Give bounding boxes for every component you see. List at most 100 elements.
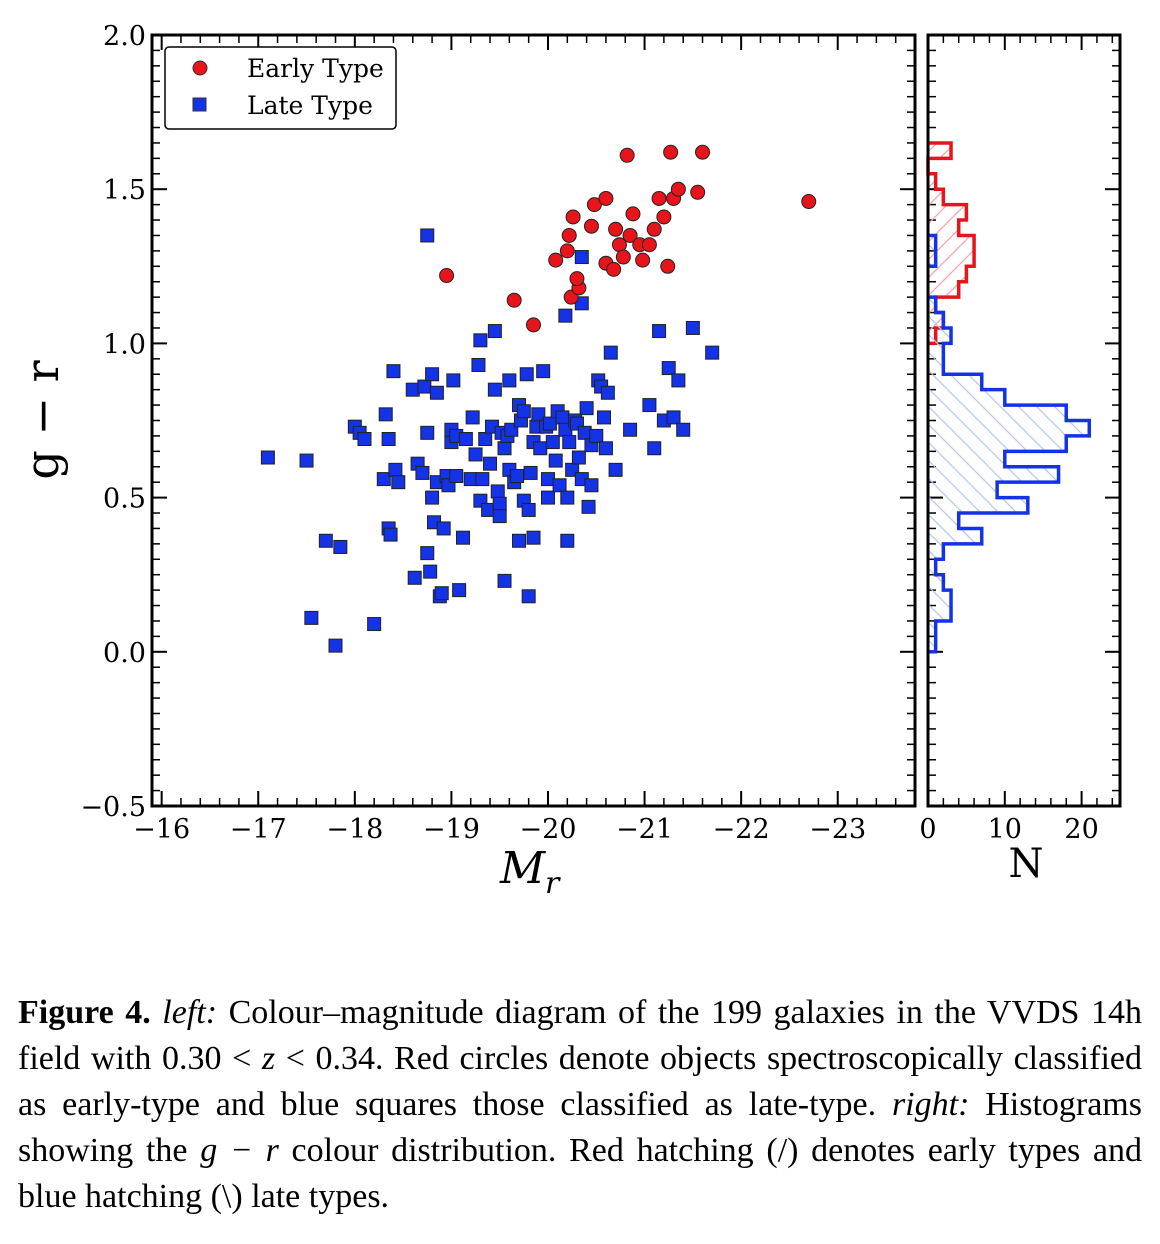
late-type-point — [391, 475, 406, 490]
late-hist-bin — [928, 312, 944, 328]
figure-canvas: −16 −17 −18 −19 −20 −21 −22 −23 −0.5 0.0 0.5 1.0 1.5… — [15, 21, 1122, 901]
late-type-point — [425, 367, 440, 382]
late-hist-bin — [928, 528, 982, 544]
late-type-point — [415, 465, 430, 480]
late-type-point — [600, 385, 615, 400]
late-type-point — [521, 502, 536, 517]
legend-box — [164, 46, 397, 130]
hist-x-tick-label: 0 — [919, 814, 936, 845]
late-type-point — [560, 490, 575, 505]
late-hist-bin — [928, 358, 944, 375]
late-hist-bin — [928, 497, 1028, 514]
early-type-point — [641, 237, 657, 253]
late-type-point — [420, 425, 435, 440]
early-hist-bin — [928, 173, 936, 190]
late-type-point — [598, 441, 613, 456]
late-type-point — [671, 373, 686, 388]
early-type-point — [670, 181, 686, 197]
late-type-point — [455, 530, 470, 545]
late-hist-outline — [928, 233, 1092, 654]
late-hist-bin — [928, 250, 936, 267]
histogram-frame — [926, 33, 1122, 808]
late-type-point — [468, 447, 483, 462]
late-type-point — [333, 539, 348, 554]
late-type-point — [475, 472, 490, 487]
late-type-point — [386, 364, 401, 379]
late-type-point — [449, 469, 464, 484]
late-type-point — [577, 425, 592, 440]
late-type-point — [429, 385, 444, 400]
late-type-point — [465, 410, 480, 425]
late-type-point — [571, 450, 586, 465]
early-type-point — [625, 206, 641, 222]
late-type-point — [318, 533, 333, 548]
late-hist-bin — [928, 297, 936, 313]
late-hist-bin — [928, 574, 944, 591]
late-type-point — [378, 407, 393, 422]
x-tick-label: −20 — [519, 814, 576, 845]
histogram-panel: 0 10 20 N — [919, 33, 1122, 887]
early-type-point — [565, 209, 581, 225]
early-hist-bin — [928, 204, 967, 221]
late-type-point — [642, 398, 657, 413]
late-type-point — [584, 478, 599, 493]
late-hist-bin — [928, 235, 936, 251]
late-type-point — [497, 441, 512, 456]
early-type-point — [615, 249, 631, 265]
late-type-point — [367, 617, 382, 632]
x-tick-label: −19 — [423, 814, 480, 845]
y-tick-label: 1.5 — [103, 175, 146, 206]
late-type-point — [519, 367, 534, 382]
caption-text-1: Colour–magnitude diagram of the 199 gala… — [18, 994, 1142, 1077]
y-tick-label: 1.0 — [103, 329, 146, 360]
late-type-point — [510, 469, 525, 484]
late-type-point — [420, 546, 435, 561]
late-type-point — [483, 456, 498, 471]
late-type-point — [434, 586, 449, 601]
early-type-point — [583, 218, 599, 234]
late-type-point — [685, 320, 700, 335]
late-type-point — [512, 533, 527, 548]
y-axis-title: g − r — [15, 360, 69, 479]
late-type-point — [676, 422, 691, 437]
early-type-point — [646, 221, 662, 237]
early-type-point — [619, 147, 635, 163]
early-type-point — [586, 197, 602, 213]
caption-z-variable: z — [261, 1040, 276, 1077]
late-type-point — [555, 410, 570, 425]
legend-early-marker — [192, 60, 208, 76]
late-type-point — [623, 422, 638, 437]
late-type-point — [376, 472, 391, 487]
early-type-point — [506, 292, 522, 308]
late-hist-bin — [928, 636, 936, 652]
histogram-tick-labels: 0 10 20 — [919, 814, 1098, 845]
late-type-point — [490, 484, 505, 499]
late-hist-bin — [928, 451, 1005, 467]
late-hist-bin — [928, 420, 1090, 436]
late-type-point — [558, 308, 573, 323]
early-hist-bin — [928, 142, 952, 159]
early-type-point — [663, 144, 679, 160]
late-hist-bin — [928, 513, 959, 529]
late-type-point — [533, 441, 548, 456]
early-type-point — [526, 317, 541, 333]
early-type-point — [598, 190, 614, 206]
late-type-point — [383, 527, 398, 542]
late-type-point — [526, 530, 541, 545]
late-type-point — [545, 435, 560, 450]
caption-text-4: colour distribution. Red hatching (/) de… — [18, 1132, 1142, 1215]
late-type-point — [603, 345, 618, 360]
x-tick-label: −22 — [713, 814, 770, 845]
early-hist-bin — [928, 250, 975, 267]
early-hist-bin — [928, 189, 944, 205]
late-type-point — [260, 450, 275, 465]
scatter-panel: −16 −17 −18 −19 −20 −21 −22 −23 −0.5 0.0 0.5 1.0 1.5… — [15, 21, 917, 901]
late-type-point — [417, 379, 432, 394]
x-tick-label: −17 — [230, 814, 287, 845]
late-type-point — [328, 638, 343, 653]
x-tick-label: −16 — [133, 814, 190, 845]
late-type-point — [420, 228, 435, 243]
late-type-point — [492, 509, 507, 524]
late-hist-bin — [928, 343, 944, 359]
late-hist-bin — [928, 405, 1067, 421]
